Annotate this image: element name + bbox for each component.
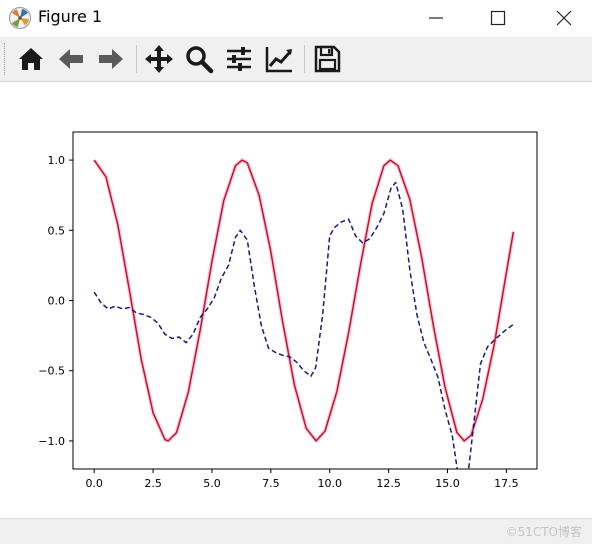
title-bar: Figure 1 (0, 0, 592, 36)
y-tick-label: −1.0 (38, 435, 65, 448)
subplots-button[interactable] (222, 42, 256, 76)
x-tick-label: 17.5 (494, 477, 519, 490)
y-axis: −1.0 −0.5 0.0 0.5 1.0 (38, 154, 73, 448)
arrow-left-icon (59, 49, 83, 69)
toolbar-separator (304, 45, 305, 73)
floppy-disk-icon (314, 45, 341, 73)
figure-canvas[interactable]: 0.0 2.5 5.0 7.5 10.0 12.5 15.0 17.5 −1.0 −0.5 0.0… (0, 82, 592, 518)
home-icon (19, 48, 43, 70)
status-bar: ©51CTO博客 (0, 518, 592, 544)
series-solid-line (93, 159, 515, 442)
x-tick-label: 15.0 (435, 477, 460, 490)
sliders-icon (227, 47, 251, 71)
magnifier-icon (186, 46, 214, 74)
maximize-icon (490, 10, 506, 26)
y-tick-label: −0.5 (38, 365, 65, 378)
toolbar-separator (136, 45, 137, 73)
pan-button[interactable] (142, 42, 176, 76)
x-axis: 0.0 2.5 5.0 7.5 10.0 12.5 15.0 17.5 (85, 469, 519, 490)
x-tick-label: 5.0 (203, 477, 221, 490)
y-tick-label: 0.5 (48, 224, 66, 237)
x-tick-label: 12.5 (376, 477, 401, 490)
series-dashed-line (93, 181, 514, 469)
x-tick-label: 2.5 (144, 477, 162, 490)
x-tick-label: 7.5 (262, 477, 280, 490)
customize-button[interactable] (262, 42, 296, 76)
line-chart: 0.0 2.5 5.0 7.5 10.0 12.5 15.0 17.5 −1.0 −0.5 0.0… (38, 131, 538, 490)
x-tick-label: 0.0 (85, 477, 103, 490)
arrow-right-icon (99, 49, 123, 69)
home-button[interactable] (14, 42, 48, 76)
watermark-text: ©51CTO博客 (505, 525, 582, 539)
close-icon (556, 10, 572, 26)
line-chart-icon (265, 47, 292, 73)
back-button[interactable] (54, 42, 88, 76)
x-tick-label: 10.0 (317, 477, 342, 490)
series-solid-glow (92, 158, 516, 443)
matplotlib-logo-icon (8, 6, 32, 30)
y-tick-label: 0.0 (48, 295, 66, 308)
window-title: Figure 1 (38, 7, 103, 26)
save-button[interactable] (310, 42, 344, 76)
forward-button[interactable] (94, 42, 128, 76)
close-button[interactable] (540, 0, 586, 36)
maximize-button[interactable] (474, 0, 520, 36)
navigation-toolbar (0, 37, 592, 82)
zoom-button[interactable] (182, 42, 216, 76)
minimize-icon (429, 17, 443, 19)
toolbar-grip[interactable] (4, 43, 8, 75)
minimize-button[interactable] (412, 0, 458, 36)
move-icon (145, 45, 173, 73)
y-tick-label: 1.0 (48, 154, 66, 167)
series-layer (92, 158, 516, 469)
